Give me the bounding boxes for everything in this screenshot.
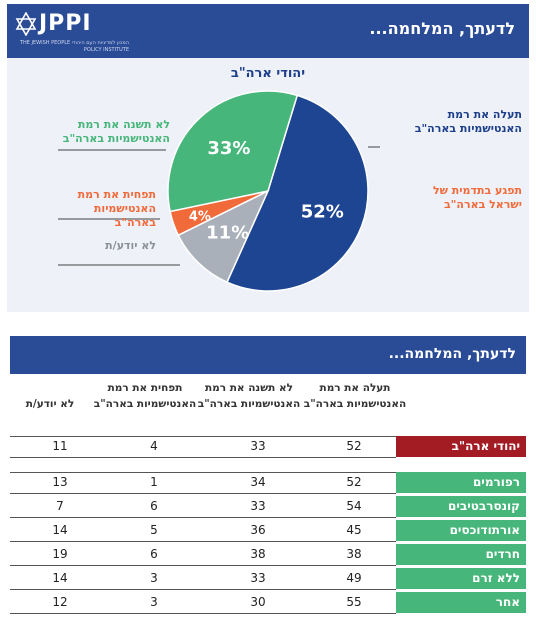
table-row: אורתודוכסים 45 36 5 14: [10, 520, 526, 541]
cell-value: 13: [52, 475, 68, 489]
pie-slice-dontknow: [177, 189, 270, 284]
row-label: חרדים: [396, 544, 526, 565]
cell-value: 5: [150, 523, 158, 537]
label-reduce: תפחית את רמת האנטישמיות בארה"ב: [77, 188, 156, 229]
cell-value: 38: [346, 547, 362, 561]
row-label: ללא זרם: [396, 568, 526, 589]
cell-value: 38: [250, 547, 266, 561]
row-label: אורתודוכסים: [396, 520, 526, 541]
label-harm: תפגע בתדמית של ישראל בארה"ב: [432, 184, 522, 211]
logo-subtitle: המכון למדיניות העם היהודי THE JEWISH PEO…: [19, 40, 129, 53]
row-divider: [10, 613, 396, 614]
pie-slice-nochange: [167, 90, 299, 213]
cell-value: 52: [346, 475, 362, 489]
table-row-total: יהודי ארה"ב 52 33 4 11: [10, 436, 526, 457]
cell-value: 19: [52, 547, 68, 561]
pie-value-label-dontknow: 11%: [206, 223, 249, 244]
table-row: ללא זרם 49 33 3 14: [10, 568, 526, 589]
row-divider: [10, 541, 396, 542]
cell-value: 55: [346, 595, 362, 609]
row-label: יהודי ארה"ב: [396, 436, 526, 457]
row-divider: [10, 589, 396, 590]
table-title: לדעתך, המלחמה...: [388, 346, 516, 362]
cell-value: 14: [52, 523, 68, 537]
row-divider: [10, 436, 396, 437]
cell-value: 12: [52, 595, 68, 609]
cell-value: 49: [346, 571, 362, 585]
cell-value: 1: [150, 475, 158, 489]
cell-value: 54: [346, 499, 362, 513]
table-row: חרדים 38 38 6 19: [10, 544, 526, 565]
cell-value: 6: [150, 499, 158, 513]
pie-title: יהודי ארה"ב: [230, 66, 306, 81]
label-nochange: לא תשנה את רמת האנטישמיות בארה"ב: [62, 118, 170, 145]
pie-slice-raise: [226, 94, 369, 292]
col-header-dontknow: לא יודע/ת: [25, 398, 75, 410]
cell-value: 34: [250, 475, 266, 489]
table-banner: לדעתך, המלחמה...: [10, 336, 526, 374]
row-label: רפורמים: [396, 472, 526, 493]
row-label: קונסרבטיבים: [396, 496, 526, 517]
logo-wordmark: JPPI: [39, 11, 92, 36]
label-dontknow: לא יודע/ת: [105, 239, 156, 252]
cell-value: 7: [56, 499, 64, 513]
row-divider: [10, 493, 396, 494]
cell-value: 52: [346, 439, 362, 453]
pie-value-label-raise: 52%: [301, 201, 344, 222]
col-header-raise: תעלה את רמת האנטישמיות בארה"ב: [303, 382, 407, 410]
row-divider: [10, 457, 396, 458]
cell-value: 6: [150, 547, 158, 561]
row-divider: [10, 472, 396, 473]
table-row: קונסרבטיבים 54 33 6 7: [10, 496, 526, 517]
cell-value: 33: [250, 439, 266, 453]
pie-value-label-nochange: 33%: [207, 138, 250, 159]
pie-value-label-reduce: 4%: [189, 209, 211, 224]
col-header-nochange: לא תשנה את רמת האנטישמיות בארה"ב: [197, 382, 301, 410]
row-label: אחר: [396, 592, 526, 613]
cell-value: 11: [52, 439, 68, 453]
cell-value: 36: [250, 523, 266, 537]
col-header-reduce: תפחית את רמת האנטישמיות בארה"ב: [93, 382, 197, 410]
table-row: רפורמים 52 34 1 13: [10, 472, 526, 493]
cell-value: 30: [250, 595, 266, 609]
infographic-banner: JPPI המכון למדיניות העם היהודי THE JEWIS…: [7, 4, 529, 58]
label-raise: תעלה את רמת האנטישמיות בארה"ב: [414, 108, 522, 135]
cell-value: 3: [150, 571, 158, 585]
cell-value: 14: [52, 571, 68, 585]
cell-value: 3: [150, 595, 158, 609]
table-row: אחר 55 30 3 12: [10, 592, 526, 613]
cell-value: 4: [150, 439, 158, 453]
row-divider: [10, 565, 396, 566]
cell-value: 33: [250, 499, 266, 513]
row-divider: [10, 517, 396, 518]
cell-value: 45: [346, 523, 362, 537]
star-of-david-icon: [15, 12, 37, 36]
jppi-logo: JPPI המכון למדיניות העם היהודי THE JEWIS…: [13, 9, 133, 55]
pie-chart: 52% 11%4% 33%: [58, 90, 380, 292]
banner-title: לדעתך, המלחמה...: [369, 19, 515, 38]
cell-value: 33: [250, 571, 266, 585]
